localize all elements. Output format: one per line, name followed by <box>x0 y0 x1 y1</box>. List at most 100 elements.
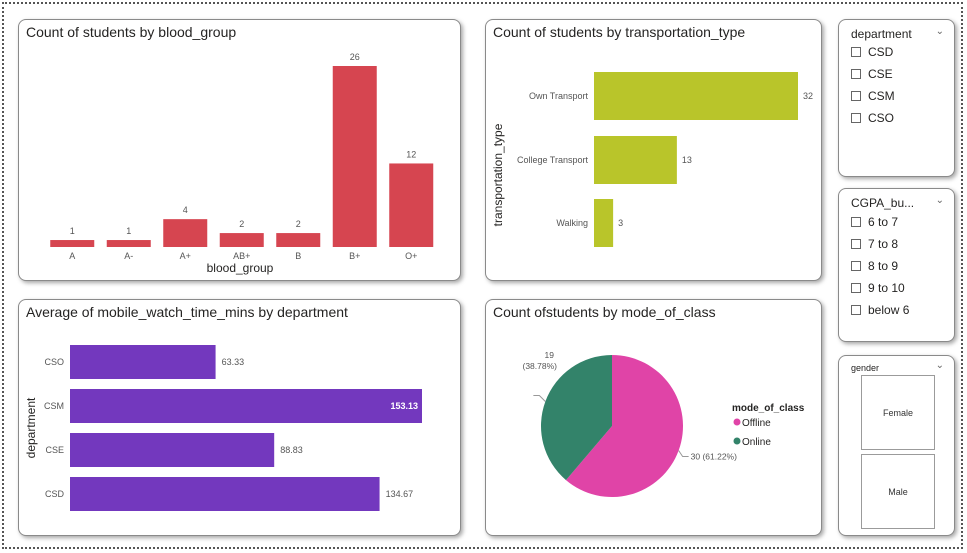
bar-college-transport <box>594 136 677 184</box>
transportation-chart[interactable]: Count of students by transportation_type… <box>485 19 822 281</box>
checkbox[interactable] <box>851 283 861 293</box>
chevron-down-icon[interactable]: ⌄ <box>935 195 944 206</box>
slicer-option-cse[interactable]: CSE <box>851 67 893 81</box>
leader-line <box>533 394 546 402</box>
bar-abpos <box>219 233 264 247</box>
bar-walking <box>594 199 614 247</box>
slicer-option-cso[interactable]: CSO <box>851 111 894 125</box>
y-tick-label: Own Transport <box>529 91 589 101</box>
bar-cso <box>70 345 216 379</box>
legend-label-offline: Offline <box>742 418 771 429</box>
checkbox[interactable] <box>851 305 861 315</box>
y-tick-label: CSE <box>45 445 64 455</box>
blood-group-chart[interactable]: Count of students by blood_group 1 A 1 A- 4 A… <box>18 19 461 281</box>
gender-slicer[interactable]: gender ⌄ Female Male <box>838 355 955 536</box>
checkbox[interactable] <box>851 239 861 249</box>
data-label: 12 <box>406 149 416 159</box>
y-axis-title: transportation_type <box>491 123 505 226</box>
x-tick-label: O+ <box>405 251 417 261</box>
bar-csd <box>70 477 380 511</box>
bar-cse <box>70 433 275 467</box>
slicer-option-csd[interactable]: CSD <box>851 45 893 59</box>
slicer-option-label: CSE <box>868 67 893 81</box>
data-label: 4 <box>183 205 188 215</box>
mode-of-class-chart[interactable]: Count ofstudents by mode_of_class 30 (61… <box>485 299 822 536</box>
slicer-option-below-6[interactable]: below 6 <box>851 303 909 317</box>
slicer-option-label: 6 to 7 <box>868 215 899 229</box>
bar-bpos <box>332 66 377 247</box>
slicer-option-csm[interactable]: CSM <box>851 89 895 103</box>
checkbox[interactable] <box>851 91 861 101</box>
chart-title: Count ofstudents by mode_of_class <box>493 304 716 320</box>
data-label: 2 <box>239 219 244 229</box>
bar-own-transport <box>594 72 798 120</box>
chevron-down-icon[interactable]: ⌄ <box>935 26 944 37</box>
data-label: 1 <box>126 226 131 236</box>
mode-of-class-plot: 30 (61.22%) 19(38.78%) mode_of_class Offl… <box>523 350 805 497</box>
watch-time-plot: 63.33 CSO 153.13 CSM 88.83 CSE 134.67 CSD depar… <box>24 345 422 511</box>
y-tick-label: College Transport <box>517 155 589 165</box>
y-tick-label: CSM <box>44 401 64 411</box>
leader-line <box>678 450 689 458</box>
x-tick-label: AB+ <box>233 251 250 261</box>
checkbox[interactable] <box>851 217 861 227</box>
data-label: 63.33 <box>222 357 245 367</box>
checkbox[interactable] <box>851 113 861 123</box>
gender-tile-female[interactable]: Female <box>861 375 935 450</box>
bar-a <box>50 240 95 247</box>
slicer-option-7-to-8[interactable]: 7 to 8 <box>851 237 898 251</box>
data-label: 153.13 <box>390 401 418 411</box>
slicer-option-8-to-9[interactable]: 8 to 9 <box>851 259 898 273</box>
legend-title: mode_of_class <box>732 403 805 414</box>
x-tick-label: A- <box>124 251 133 261</box>
bar-csm <box>70 389 422 423</box>
x-axis-title: blood_group <box>207 261 274 275</box>
slicer-title: gender <box>851 363 880 373</box>
slicer-option-label: CSM <box>868 89 895 103</box>
data-label-count: 19 <box>545 350 555 360</box>
transportation-plot: 32 Own Transport 13 College Transport 3 Walki… <box>491 72 813 247</box>
data-label: 134.67 <box>386 489 414 499</box>
slicer-title: department <box>851 27 912 41</box>
x-tick-label: B+ <box>349 251 360 261</box>
slicer-option-label: 8 to 9 <box>868 259 899 273</box>
bar-apos <box>163 219 208 247</box>
gender-tile-male[interactable]: Male <box>861 454 935 529</box>
bar-opos <box>389 163 434 247</box>
legend-label-online: Online <box>742 437 771 448</box>
slicer-option-9-to-10[interactable]: 9 to 10 <box>851 281 905 295</box>
watch-time-chart[interactable]: Average of mobile_watch_time_mins by dep… <box>18 299 461 536</box>
slicer-option-label: below 6 <box>868 303 910 317</box>
data-label: 88.83 <box>280 445 303 455</box>
pie-slice-offline <box>565 355 683 497</box>
y-tick-label: Walking <box>556 218 588 228</box>
department-slicer[interactable]: department ⌄ CSD CSE CSM CSO <box>838 19 955 177</box>
x-tick-label: B <box>295 251 301 261</box>
data-label-percent: (38.78%) <box>523 361 558 371</box>
slicer-title: CGPA_bu... <box>851 196 915 210</box>
legend-marker-online <box>733 437 741 445</box>
slicer-option-6-to-7[interactable]: 6 to 7 <box>851 215 898 229</box>
data-label: 26 <box>350 52 360 62</box>
chevron-down-icon[interactable]: ⌄ <box>935 360 944 371</box>
y-tick-label: CSD <box>45 489 65 499</box>
checkbox[interactable] <box>851 47 861 57</box>
checkbox[interactable] <box>851 69 861 79</box>
data-label: 3 <box>618 218 623 228</box>
data-label: 1 <box>70 226 75 236</box>
y-tick-label: CSO <box>44 357 64 367</box>
chart-title: Count of students by transportation_type <box>493 24 746 40</box>
slicer-option-label: 7 to 8 <box>868 237 899 251</box>
data-label: 2 <box>296 219 301 229</box>
data-label: 13 <box>682 155 692 165</box>
slicer-option-label: CSO <box>868 111 895 125</box>
bar-b <box>276 233 321 247</box>
chart-title: Average of mobile_watch_time_mins by dep… <box>26 304 348 320</box>
y-axis-title: department <box>24 397 38 458</box>
checkbox[interactable] <box>851 261 861 271</box>
pie-slice-online <box>541 355 612 481</box>
cgpa-slicer[interactable]: CGPA_bu... ⌄ 6 to 7 7 to 8 8 to 9 9 to 1… <box>838 188 955 342</box>
bar-aneg <box>106 240 151 247</box>
slicer-option-label: 9 to 10 <box>868 281 905 295</box>
